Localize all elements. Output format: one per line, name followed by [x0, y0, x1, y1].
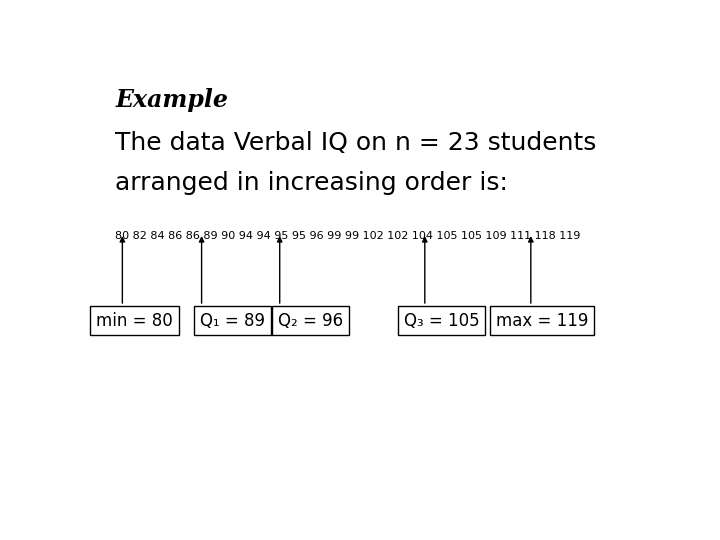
Text: arranged in increasing order is:: arranged in increasing order is: [115, 171, 508, 195]
Text: Example: Example [115, 87, 228, 112]
Text: min = 80: min = 80 [96, 312, 173, 329]
Text: Q₃ = 105: Q₃ = 105 [404, 312, 480, 329]
Text: 80 82 84 86 86 89 90 94 94 95 95 96 99 99 102 102 104 105 105 109 111 118 119: 80 82 84 86 86 89 90 94 94 95 95 96 99 9… [115, 231, 580, 241]
Text: max = 119: max = 119 [496, 312, 588, 329]
Text: Q₁ = 89: Q₁ = 89 [199, 312, 265, 329]
Text: Q₂ = 96: Q₂ = 96 [278, 312, 343, 329]
Text: The data Verbal IQ on n = 23 students: The data Verbal IQ on n = 23 students [115, 131, 596, 156]
